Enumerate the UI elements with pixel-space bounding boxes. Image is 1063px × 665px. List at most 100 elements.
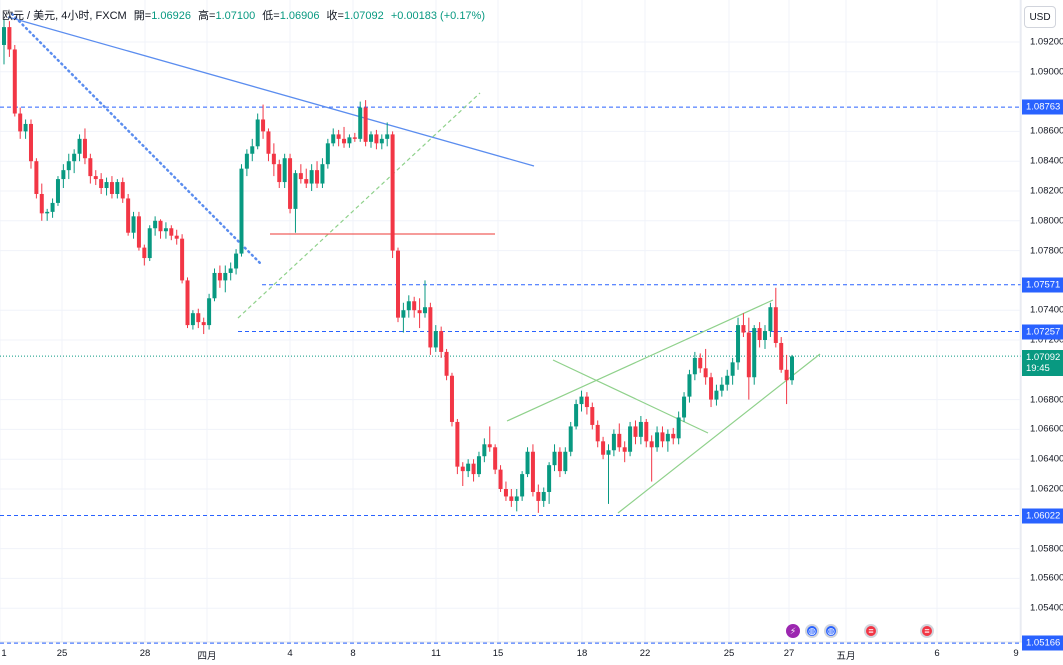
candle-70: [379, 134, 384, 150]
candle-body-76: [412, 301, 417, 311]
candle-29: [158, 219, 163, 239]
candle-47: [255, 113, 260, 150]
candle-body-112: [606, 450, 611, 455]
candle-body-65: [352, 137, 357, 139]
current-price-value: 1.07092: [1026, 352, 1061, 363]
candle-body-105: [568, 426, 573, 452]
candle-74: [401, 302, 406, 333]
price-tick-15: 1.05400: [1030, 602, 1063, 614]
candle-108: [584, 392, 589, 415]
close-value: 1.07092: [343, 10, 384, 22]
candle-body-35: [190, 313, 195, 326]
candle-63: [342, 126, 347, 148]
candle-134: [725, 369, 730, 391]
candle-33: [180, 234, 185, 284]
candle-131: [709, 372, 714, 408]
candle-body-94: [509, 496, 514, 501]
candle-95: [514, 489, 519, 512]
candle-body-142: [768, 307, 773, 332]
candle-body-106: [574, 404, 579, 427]
candle-body-144: [779, 342, 784, 370]
candle-body-115: [622, 447, 627, 452]
level-badge-3: 1.06022: [1022, 508, 1063, 524]
descending-green-line: [552, 359, 709, 434]
wedge-upper-line: [506, 299, 774, 422]
close-label: 收=: [326, 10, 344, 22]
high-label: 高=: [198, 10, 216, 22]
candle-body-48: [261, 119, 266, 132]
candle-110: [595, 420, 600, 448]
lightning-event-icon[interactable]: ⚡: [786, 624, 800, 638]
candle-20: [109, 176, 114, 199]
candle-10: [55, 176, 60, 206]
candle-40: [217, 265, 222, 288]
globe-event-icon[interactable]: ◍: [805, 624, 819, 638]
candle-body-136: [736, 325, 741, 363]
candle-body-66: [358, 107, 363, 139]
candle-body-68: [369, 134, 374, 142]
candle-85: [460, 462, 465, 487]
time-tick-0: 1: [1, 648, 7, 659]
candle-body-140: [757, 328, 762, 340]
candle-body-50: [271, 153, 276, 165]
candle-2: [12, 44, 17, 117]
candle-105: [568, 421, 573, 457]
time-tick-4: 4: [287, 648, 293, 659]
candle-body-104: [563, 451, 568, 472]
candle-body-37: [201, 322, 206, 326]
candle-14: [77, 134, 82, 162]
candle-55: [298, 164, 303, 184]
candle-body-89: [482, 444, 487, 457]
candle-127: [687, 369, 692, 403]
us-flag-event-icon-2[interactable]: ≡: [920, 624, 934, 638]
currency-button[interactable]: USD: [1024, 6, 1056, 28]
candle-body-91: [493, 447, 498, 470]
candle-body-24: [131, 216, 136, 233]
candle-58: [315, 161, 320, 189]
candle-body-95: [514, 496, 519, 501]
candle-body-3: [18, 113, 23, 132]
candle-9: [50, 198, 55, 218]
candle-body-32: [174, 235, 179, 239]
candle-body-25: [136, 216, 141, 248]
candle-104: [563, 447, 568, 475]
candle-113: [611, 429, 616, 457]
candle-body-84: [455, 421, 460, 467]
candle-24: [131, 211, 136, 239]
candle-body-97: [525, 451, 530, 475]
candle-145: [784, 354, 789, 405]
candle-body-79: [428, 307, 433, 348]
horizontal-levels: [0, 106, 1021, 644]
candle-body-33: [180, 238, 185, 281]
candle-body-0: [2, 27, 6, 45]
candle-body-75: [406, 301, 411, 311]
candle-21: [115, 179, 120, 199]
candle-138: [746, 317, 751, 400]
candle-121: [655, 426, 660, 452]
candle-body-82: [444, 351, 449, 376]
candle-4: [23, 119, 28, 139]
candle-body-2: [12, 49, 17, 114]
globe-event-icon-2[interactable]: ◍: [824, 624, 838, 638]
candle-35: [190, 310, 195, 330]
candle-102: [552, 444, 557, 472]
candle-91: [493, 444, 498, 475]
us-flag-event-icon[interactable]: ≡: [864, 624, 878, 638]
candle-89: [482, 438, 487, 463]
candle-34: [185, 277, 190, 329]
level-badge-1: 1.07571: [1022, 277, 1063, 293]
time-tick-14: 9: [1013, 648, 1019, 659]
candles: [2, 19, 794, 513]
low-label: 低=: [262, 10, 280, 22]
candle-32: [174, 229, 179, 245]
candle-body-77: [417, 310, 422, 314]
candle-139: [752, 325, 757, 385]
candle-body-121: [655, 432, 660, 448]
candle-107: [579, 390, 584, 412]
symbol-name[interactable]: 欧元 / 美元, 4小时, FXCM: [2, 10, 127, 22]
candle-136: [736, 317, 741, 370]
candle-body-96: [520, 474, 525, 497]
candle-body-19: [104, 182, 109, 189]
candle-body-120: [649, 441, 654, 448]
